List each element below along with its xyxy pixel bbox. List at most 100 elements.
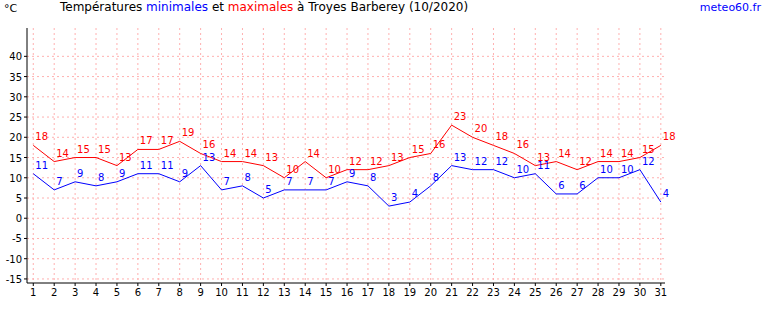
y-tick (24, 278, 27, 279)
x-tick (221, 283, 222, 286)
y-label: °C (4, 2, 18, 15)
x-tick-label: 20 (424, 287, 437, 298)
y-tick-label: 5 (16, 193, 22, 204)
data-label: 7 (286, 176, 292, 187)
y-tick-label: 0 (16, 213, 22, 224)
title-part: à Troyes Barberey (10/2020) (293, 0, 468, 14)
data-label: 4 (663, 188, 669, 199)
data-label: 12 (495, 156, 508, 167)
x-tick-label: 27 (571, 287, 584, 298)
y-tick-label: -5 (12, 233, 22, 244)
data-label: 12 (370, 156, 383, 167)
x-tick-label: 8 (177, 287, 183, 298)
x-tick-label: 25 (529, 287, 542, 298)
x-grid (326, 28, 327, 283)
x-grid (200, 28, 201, 283)
data-label: 10 (328, 164, 341, 175)
x-tick-label: 13 (278, 287, 291, 298)
x-tick (54, 283, 55, 286)
data-label: 9 (77, 168, 83, 179)
y-tick (24, 117, 27, 118)
y-tick (24, 56, 27, 57)
y-grid (27, 218, 665, 219)
data-label: 9 (349, 168, 355, 179)
data-label: 17 (161, 135, 174, 146)
y-tick-label: 40 (9, 51, 22, 62)
x-grid (367, 28, 368, 283)
x-grid (75, 28, 76, 283)
x-tick (598, 283, 599, 286)
x-grid (96, 28, 97, 283)
x-grid (263, 28, 264, 283)
y-tick-label: 30 (9, 92, 22, 103)
x-grid (451, 28, 452, 283)
x-tick-label: 17 (362, 287, 375, 298)
y-tick (24, 258, 27, 259)
x-tick-label: 22 (466, 287, 479, 298)
data-label: 13 (203, 152, 216, 163)
y-tick-label: 25 (9, 112, 22, 123)
data-label: 9 (119, 168, 125, 179)
x-grid (221, 28, 222, 283)
x-tick-label: 1 (30, 287, 36, 298)
x-grid (388, 28, 389, 283)
data-label: 11 (35, 160, 48, 171)
data-label: 7 (307, 176, 313, 187)
data-label: 6 (558, 180, 564, 191)
x-tick-label: 4 (93, 287, 99, 298)
y-tick-label: -10 (6, 254, 22, 265)
data-label: 10 (600, 164, 613, 175)
x-grid (430, 28, 431, 283)
data-label: 13 (537, 152, 550, 163)
x-tick-label: 29 (613, 287, 626, 298)
x-tick-label: 26 (550, 287, 563, 298)
x-tick (639, 283, 640, 286)
y-tick (24, 238, 27, 239)
data-label: 18 (663, 131, 676, 142)
x-tick (556, 283, 557, 286)
title-part: maximales (228, 0, 294, 14)
x-tick (535, 283, 536, 286)
x-tick-label: 3 (72, 287, 78, 298)
data-label: 14 (56, 148, 69, 159)
data-label: 12 (579, 156, 592, 167)
data-label: 13 (119, 152, 132, 163)
x-grid (305, 28, 306, 283)
data-label: 14 (621, 148, 634, 159)
x-tick (660, 283, 661, 286)
y-grid (27, 76, 665, 77)
x-tick (305, 283, 306, 286)
x-tick (430, 283, 431, 286)
x-grid (660, 28, 661, 283)
data-label: 11 (140, 160, 153, 171)
data-label: 13 (265, 152, 278, 163)
y-axis (27, 28, 28, 283)
data-label: 6 (579, 180, 585, 191)
x-tick-label: 5 (114, 287, 120, 298)
data-label: 14 (244, 148, 257, 159)
x-tick-label: 9 (197, 287, 203, 298)
series-line (33, 166, 661, 206)
y-tick (24, 157, 27, 158)
x-tick-label: 10 (215, 287, 228, 298)
data-label: 8 (98, 172, 104, 183)
x-tick-label: 15 (320, 287, 333, 298)
y-grid (27, 56, 665, 57)
y-grid (27, 96, 665, 97)
data-label: 7 (56, 176, 62, 187)
x-tick (326, 283, 327, 286)
y-tick (24, 177, 27, 178)
y-grid (27, 198, 665, 199)
data-label: 14 (558, 148, 571, 159)
x-tick (75, 283, 76, 286)
data-label: 12 (642, 156, 655, 167)
x-tick (33, 283, 34, 286)
x-tick (137, 283, 138, 286)
y-tick (24, 198, 27, 199)
x-axis (27, 283, 665, 284)
title-part: Températures (59, 0, 146, 14)
x-grid (493, 28, 494, 283)
y-grid (27, 278, 665, 279)
x-tick-label: 28 (592, 287, 605, 298)
data-label: 8 (370, 172, 376, 183)
